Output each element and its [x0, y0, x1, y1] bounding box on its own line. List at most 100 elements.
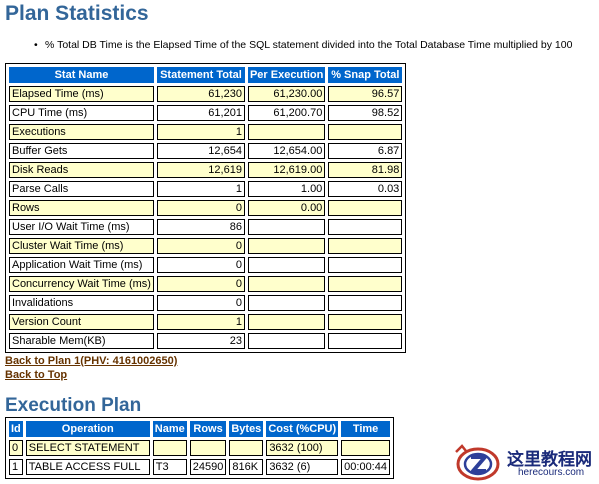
page-title: Plan Statistics — [5, 2, 149, 25]
table-row: Buffer Gets 12,654 12,654.00 6.87 — [9, 143, 403, 159]
table-cell — [247, 238, 326, 254]
column-header-time: Time — [341, 421, 390, 437]
table-cell — [328, 314, 403, 330]
table-cell — [229, 440, 264, 456]
table-cell — [328, 333, 403, 349]
section-title: Execution Plan — [5, 395, 142, 416]
table-cell: 0.00 — [247, 200, 326, 216]
table-cell: Cluster Wait Time (ms) — [9, 238, 154, 254]
column-header-id: Id — [9, 421, 23, 437]
table-cell — [328, 276, 403, 292]
back-to-top-link[interactable]: Back to Top — [5, 369, 68, 381]
table-cell: Buffer Gets — [9, 143, 154, 159]
table-row: Elapsed Time (ms) 61,230 61,230.00 96.57 — [9, 86, 403, 102]
table-row: Cluster Wait Time (ms) 0 — [9, 238, 403, 254]
table-header-row: Id Operation Name Rows Bytes Cost (%CPU)… — [9, 421, 390, 437]
table-cell: 24590 — [189, 459, 227, 475]
table-cell: Application Wait Time (ms) — [9, 257, 154, 273]
table-cell — [328, 238, 403, 254]
table-row: 0 SELECT STATEMENT 3632 (100) — [9, 440, 390, 456]
table-row: Version Count 1 — [9, 314, 403, 330]
table-cell — [328, 124, 403, 140]
table-cell: Disk Reads — [9, 162, 154, 178]
table-row: Invalidations 0 — [9, 295, 403, 311]
table-cell: 1 — [9, 459, 23, 475]
table-cell — [247, 333, 326, 349]
table-cell: 81.98 — [328, 162, 403, 178]
table-cell — [247, 219, 326, 235]
table-cell: 12,619 — [156, 162, 245, 178]
table-cell: 0 — [156, 295, 245, 311]
bullet-icon: • — [34, 39, 38, 51]
table-row: Concurrency Wait Time (ms) 0 — [9, 276, 403, 292]
watermark-logo: 这里教程网 herecours.com — [452, 442, 597, 482]
table-cell: 0 — [156, 257, 245, 273]
table-cell — [189, 440, 227, 456]
column-header-rows: Rows — [189, 421, 227, 437]
column-header-name: Name — [152, 421, 187, 437]
table-cell: 0.03 — [328, 181, 403, 197]
table-cell — [247, 257, 326, 273]
table-cell: 12,654.00 — [247, 143, 326, 159]
table-cell: 12,619.00 — [247, 162, 326, 178]
table-cell — [247, 314, 326, 330]
table-cell — [341, 440, 390, 456]
execution-plan-table: Id Operation Name Rows Bytes Cost (%CPU)… — [5, 417, 394, 479]
column-header-statement-total: Statement Total — [156, 67, 245, 83]
table-row: Disk Reads 12,619 12,619.00 81.98 — [9, 162, 403, 178]
table-cell: Rows — [9, 200, 154, 216]
table-row: Executions 1 — [9, 124, 403, 140]
table-cell — [247, 124, 326, 140]
table-cell — [328, 200, 403, 216]
site-logo-icon — [455, 444, 500, 481]
table-cell: 3632 (100) — [266, 440, 339, 456]
column-header-per-execution: Per Execution — [247, 67, 326, 83]
table-cell: 0 — [9, 440, 23, 456]
table-cell: 0 — [156, 238, 245, 254]
table-cell: Concurrency Wait Time (ms) — [9, 276, 154, 292]
table-cell: 00:00:44 — [341, 459, 390, 475]
plan-statistics-table: Stat Name Statement Total Per Execution … — [5, 63, 407, 353]
table-cell: Elapsed Time (ms) — [9, 86, 154, 102]
table-cell: 1 — [156, 314, 245, 330]
table-cell: 86 — [156, 219, 245, 235]
table-cell: 1.00 — [247, 181, 326, 197]
table-cell: 1 — [156, 124, 245, 140]
table-cell: 0 — [156, 276, 245, 292]
table-row: Parse Calls 1 1.00 0.03 — [9, 181, 403, 197]
table-cell: Executions — [9, 124, 154, 140]
table-header-row: Stat Name Statement Total Per Execution … — [9, 67, 403, 83]
column-header-operation: Operation — [25, 421, 150, 437]
table-cell: User I/O Wait Time (ms) — [9, 219, 154, 235]
table-cell: 23 — [156, 333, 245, 349]
table-cell: Sharable Mem(KB) — [9, 333, 154, 349]
watermark-cn-text: 这里教程网 — [507, 450, 592, 470]
table-cell: 61,230.00 — [247, 86, 326, 102]
table-row: Rows 0 0.00 — [9, 200, 403, 216]
table-row: 1 TABLE ACCESS FULL T3 24590 816K 3632 (6) 00:… — [9, 459, 390, 475]
table-row: User I/O Wait Time (ms) 86 — [9, 219, 403, 235]
table-cell — [328, 257, 403, 273]
column-header-snap-total: % Snap Total — [328, 67, 403, 83]
table-cell: Invalidations — [9, 295, 154, 311]
table-cell: 61,200.70 — [247, 105, 326, 121]
table-row: Sharable Mem(KB) 23 — [9, 333, 403, 349]
table-cell — [328, 295, 403, 311]
table-cell: SELECT STATEMENT — [25, 440, 150, 456]
table-cell: 96.57 — [328, 86, 403, 102]
column-header-cost: Cost (%CPU) — [266, 421, 339, 437]
table-cell: 816K — [229, 459, 264, 475]
column-header-stat-name: Stat Name — [9, 67, 154, 83]
table-cell: 98.52 — [328, 105, 403, 121]
table-cell: 61,201 — [156, 105, 245, 121]
watermark-en-text: herecours.com — [518, 467, 585, 478]
table-cell: Version Count — [9, 314, 154, 330]
back-to-plan-link[interactable]: Back to Plan 1(PHV: 4161002650) — [5, 355, 178, 367]
table-cell — [247, 276, 326, 292]
table-cell: 6.87 — [328, 143, 403, 159]
table-cell: TABLE ACCESS FULL — [25, 459, 150, 475]
table-cell: T3 — [152, 459, 187, 475]
column-header-bytes: Bytes — [229, 421, 264, 437]
table-cell — [328, 219, 403, 235]
table-cell: 12,654 — [156, 143, 245, 159]
